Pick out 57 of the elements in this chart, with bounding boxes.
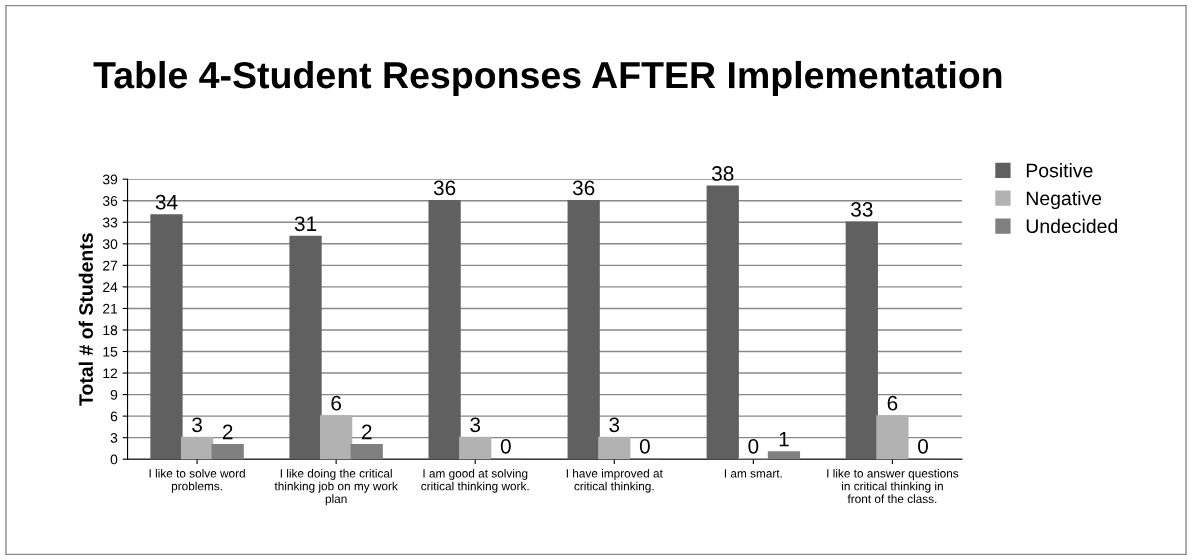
x-tick-label: I am smart. xyxy=(724,469,782,478)
y-tick-label: 36 xyxy=(102,196,118,206)
data-label: 36 xyxy=(433,180,456,196)
data-label: 6 xyxy=(331,395,342,411)
bar xyxy=(350,444,383,460)
x-tick-label: I like doing the critical thinking job on my work plan xyxy=(274,468,398,506)
bar xyxy=(567,199,600,460)
data-label: 0 xyxy=(500,438,511,454)
x-tick-label: I have improved at critical thinking. xyxy=(566,468,663,493)
x-tick-label: I am good at solving critical thinking work. xyxy=(421,468,529,493)
data-label: 0 xyxy=(639,438,650,454)
bar xyxy=(876,415,909,460)
y-tick-label: 21 xyxy=(103,303,118,314)
y-tick-label: 15 xyxy=(103,346,118,357)
bar xyxy=(706,185,739,460)
bar xyxy=(845,221,878,460)
y-tick-label: 0 xyxy=(110,454,118,465)
bar xyxy=(211,444,244,460)
y-tick-label: 24 xyxy=(103,282,118,292)
data-label: 3 xyxy=(192,417,202,433)
data-label: 2 xyxy=(222,424,233,440)
data-label: 0 xyxy=(918,438,928,454)
legend-label: Undecided xyxy=(1026,218,1118,234)
data-label: 33 xyxy=(851,202,873,217)
data-label: 36 xyxy=(572,180,595,196)
y-tick-label: 39 xyxy=(102,174,118,185)
bar xyxy=(320,415,353,460)
x-tick-label: I like to answer questions in critical thinking in front of the class. xyxy=(827,468,959,504)
data-label: 31 xyxy=(294,216,317,232)
y-tick-label: 30 xyxy=(102,239,118,249)
bar xyxy=(767,451,801,460)
data-label: 34 xyxy=(155,194,178,210)
chart-title: Table 4-Student Responses AFTER Implementation xyxy=(93,60,1002,96)
y-tick-label: 3 xyxy=(110,433,118,443)
bar xyxy=(289,235,322,460)
legend-label: Positive xyxy=(1026,163,1093,178)
data-label: 0 xyxy=(748,438,759,454)
bar xyxy=(180,436,214,460)
y-axis-title: Total # of Students xyxy=(78,233,93,406)
data-label: 6 xyxy=(887,395,898,411)
y-tick-label: 27 xyxy=(103,260,118,271)
data-label: 3 xyxy=(609,417,620,433)
bar xyxy=(428,199,461,460)
y-tick-label: 6 xyxy=(110,411,118,422)
data-label: 1 xyxy=(779,431,789,447)
legend-label: Negative xyxy=(1026,190,1102,210)
bar xyxy=(150,214,183,460)
y-tick-label: 18 xyxy=(103,325,118,336)
data-label: 2 xyxy=(361,424,372,440)
y-tick-label: 33 xyxy=(102,217,118,228)
x-tick-label: I like to solve word problems. xyxy=(149,468,245,493)
y-tick-label: 9 xyxy=(110,389,118,400)
bar xyxy=(598,436,631,460)
y-tick-label: 12 xyxy=(103,368,118,379)
data-label: 3 xyxy=(470,417,481,433)
data-label: 38 xyxy=(711,166,734,181)
bar xyxy=(459,436,492,460)
